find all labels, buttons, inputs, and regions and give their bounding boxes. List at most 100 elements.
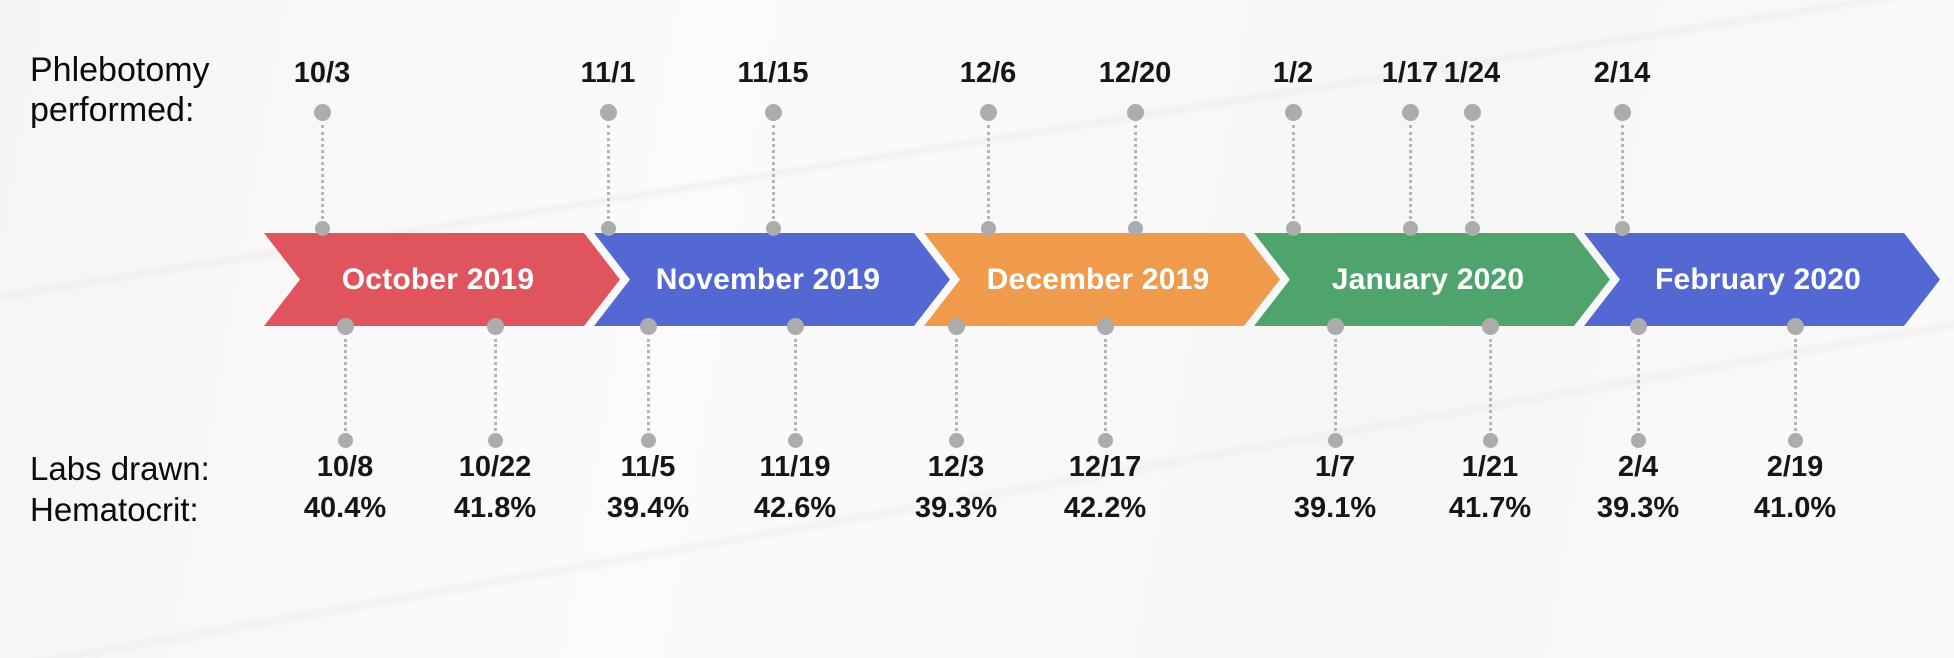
lab-event-hematocrit: 39.1% — [1293, 492, 1377, 524]
lab-event-date: 12/17 — [1068, 451, 1142, 483]
event-dot — [1613, 104, 1631, 121]
event-dot — [1284, 104, 1302, 121]
month-banner-label: November 2019 — [655, 262, 881, 296]
lab-event: 10/22 41.8% — [425, 318, 565, 525]
lab-event-hematocrit: 39.3% — [1596, 492, 1680, 524]
event-dot — [314, 221, 330, 236]
event-dot — [1464, 221, 1480, 236]
event-dot — [640, 433, 656, 448]
event-dot — [948, 433, 964, 448]
lab-event: 11/19 42.6% — [725, 318, 865, 525]
month-banner-label: December 2019 — [986, 262, 1210, 296]
event-dot — [1127, 221, 1143, 236]
event-dot — [1326, 318, 1344, 335]
event-connector-line — [1470, 125, 1474, 219]
lab-event: 12/3 39.3% — [886, 318, 1026, 525]
phlebotomy-event-date: 2/14 — [1593, 57, 1651, 89]
month-banner-label: February 2020 — [1654, 262, 1862, 296]
event-dot — [599, 104, 617, 121]
event-dot — [786, 318, 804, 335]
event-dot — [1630, 433, 1646, 448]
event-connector-line — [320, 125, 324, 219]
lab-event-date: 1/7 — [1314, 451, 1356, 483]
month-banner: October 2019 — [264, 233, 620, 326]
lab-event: 12/17 42.2% — [1035, 318, 1175, 525]
event-connector-line — [1291, 125, 1295, 219]
event-connector-line — [771, 125, 775, 219]
phlebotomy-event-date: 11/15 — [737, 57, 809, 89]
event-dot — [336, 318, 354, 335]
event-connector-line — [1333, 339, 1337, 431]
event-dot — [1126, 104, 1144, 121]
event-connector-line — [343, 339, 347, 431]
event-dot — [1786, 318, 1804, 335]
month-banner: November 2019 — [594, 233, 950, 326]
lab-event: 11/5 39.4% — [578, 318, 718, 525]
lab-event: 10/8 40.4% — [275, 318, 415, 525]
event-dot — [979, 104, 997, 121]
lab-event-hematocrit: 39.3% — [914, 492, 998, 524]
event-connector-line — [1488, 339, 1492, 431]
event-dot — [600, 221, 616, 236]
event-dot — [787, 433, 803, 448]
lab-event: 2/19 41.0% — [1725, 318, 1865, 525]
event-dot — [1401, 104, 1419, 121]
event-dot — [1327, 433, 1343, 448]
event-dot — [1629, 318, 1647, 335]
month-banner-label: January 2020 — [1331, 262, 1525, 296]
lab-event-hematocrit: 40.4% — [303, 492, 387, 524]
lab-event-hematocrit: 42.2% — [1063, 492, 1147, 524]
month-banner: December 2019 — [924, 233, 1280, 326]
phlebotomy-label-line1: Phlebotomy — [30, 51, 210, 89]
event-dot — [1285, 221, 1301, 236]
phlebotomy-event-date: 1/24 — [1443, 57, 1501, 89]
phlebotomy-event: 1/2 — [1223, 56, 1363, 236]
phlebotomy-event: 1/17 — [1340, 56, 1480, 236]
event-connector-line — [606, 125, 610, 219]
phlebotomy-event: 11/1 — [538, 56, 678, 236]
month-banner: January 2020 — [1254, 233, 1610, 326]
event-dot — [1463, 104, 1481, 121]
phlebotomy-event: 12/20 — [1065, 56, 1205, 236]
phlebotomy-event: 12/6 — [918, 56, 1058, 236]
lab-event-date: 2/19 — [1766, 451, 1824, 483]
event-connector-line — [646, 339, 650, 431]
event-dot — [639, 318, 657, 335]
event-dot — [486, 318, 504, 335]
phlebotomy-event: 10/3 — [252, 56, 392, 236]
lab-event-hematocrit: 41.0% — [1753, 492, 1837, 524]
month-banner: February 2020 — [1584, 233, 1940, 326]
event-dot — [980, 221, 996, 236]
lab-event: 1/21 41.7% — [1420, 318, 1560, 525]
event-connector-line — [793, 339, 797, 431]
event-dot — [1614, 221, 1630, 236]
lab-event-hematocrit: 41.8% — [453, 492, 537, 524]
lab-event-hematocrit: 41.7% — [1448, 492, 1532, 524]
event-dot — [337, 433, 353, 448]
event-dot — [1482, 433, 1498, 448]
hematocrit-label: Hematocrit: — [30, 491, 199, 528]
event-dot — [1402, 221, 1418, 236]
phlebotomy-event-date: 1/2 — [1272, 57, 1314, 89]
event-connector-line — [1133, 125, 1137, 219]
event-dot — [764, 104, 782, 121]
phlebotomy-event-date: 12/6 — [959, 57, 1017, 89]
phlebotomy-event-date: 12/20 — [1098, 57, 1172, 89]
event-connector-line — [1636, 339, 1640, 431]
event-dot — [313, 104, 331, 121]
month-banner-label: October 2019 — [341, 262, 535, 296]
lab-event-hematocrit: 42.6% — [753, 492, 837, 524]
labs-drawn-label: Labs drawn: — [30, 450, 210, 487]
phlebotomy-event: 2/14 — [1552, 56, 1692, 236]
event-connector-line — [1620, 125, 1624, 219]
phlebotomy-event: 1/24 — [1402, 56, 1542, 236]
lab-event-date: 11/19 — [759, 451, 831, 483]
event-connector-line — [493, 339, 497, 431]
lab-event: 2/4 39.3% — [1568, 318, 1708, 525]
lab-event-date: 2/4 — [1617, 451, 1659, 483]
event-connector-line — [954, 339, 958, 431]
phlebotomy-event: 11/15 — [703, 56, 843, 236]
event-connector-line — [1408, 125, 1412, 219]
event-dot — [1096, 318, 1114, 335]
